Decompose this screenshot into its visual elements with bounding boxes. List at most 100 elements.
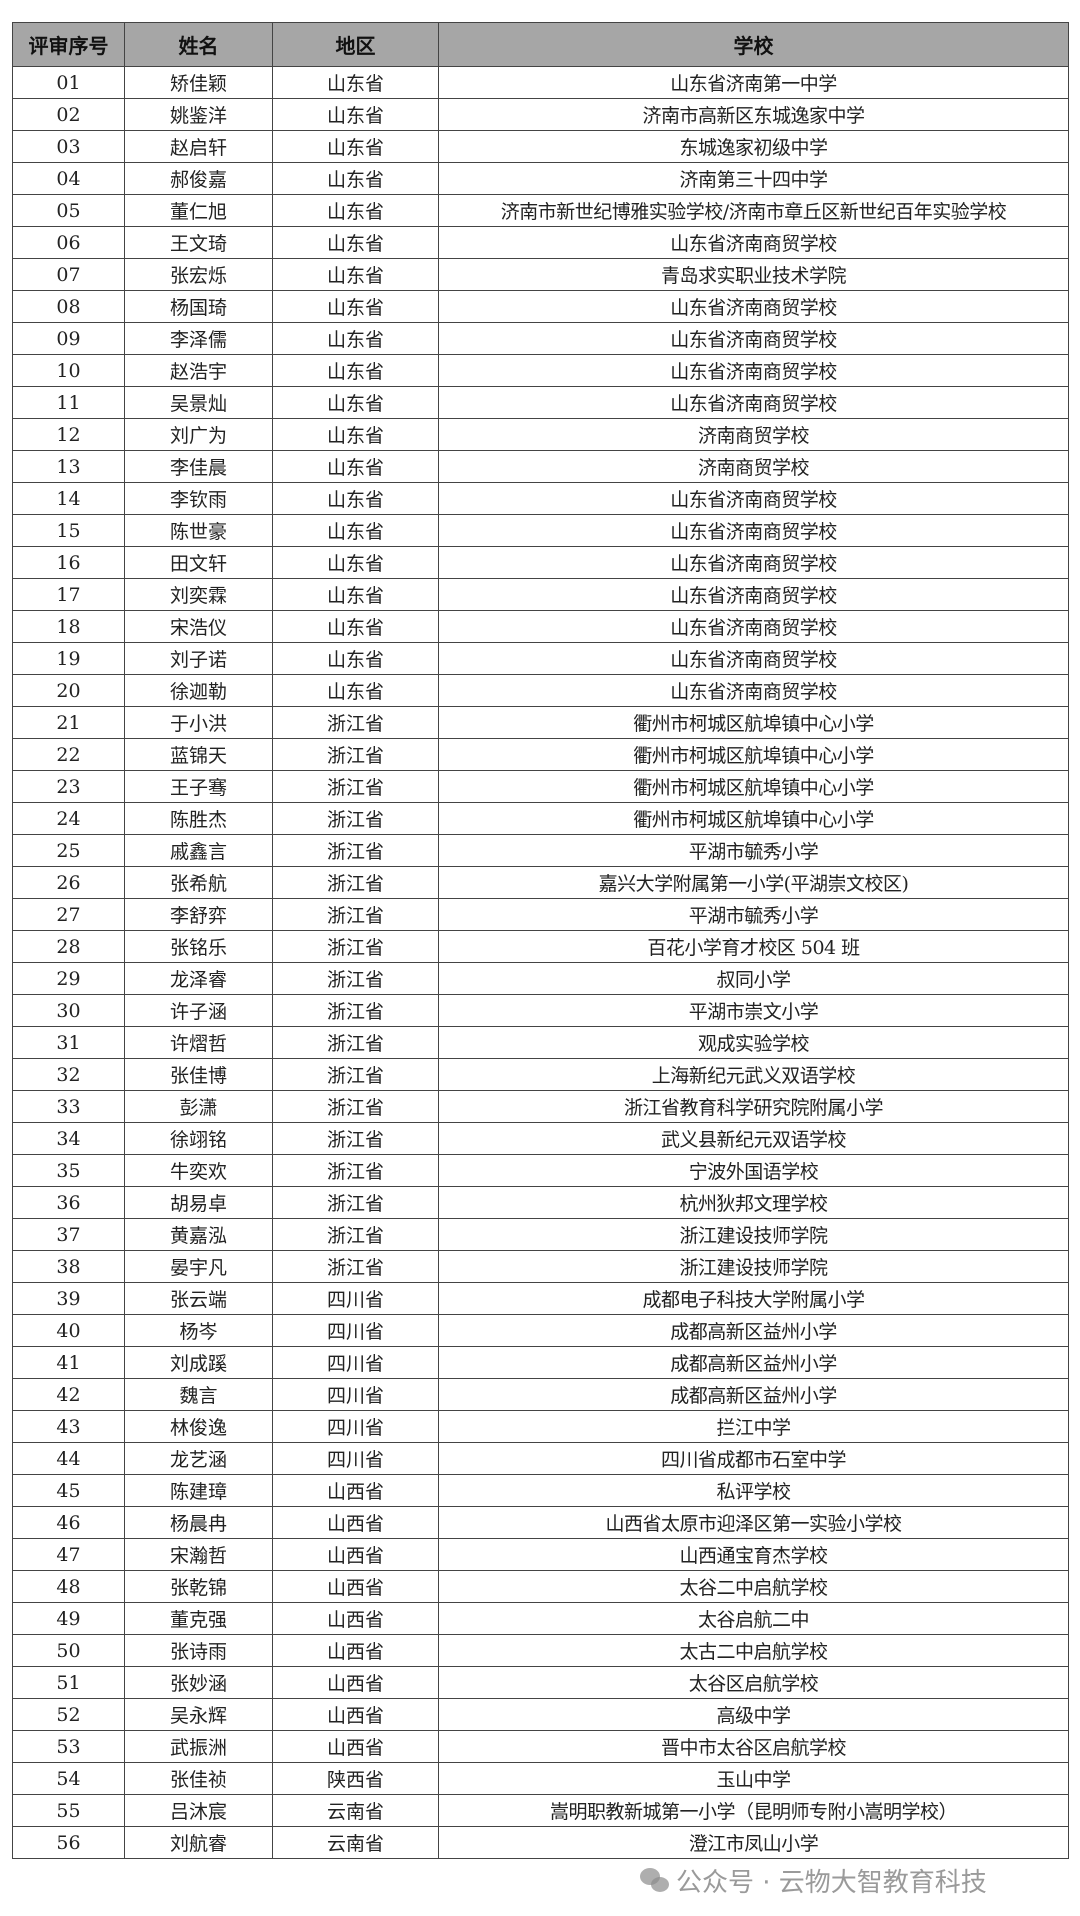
school-cell: 山东省济南商贸学校 [438,322,1069,355]
region-cell: 浙江省 [272,962,439,995]
school-cell: 高级中学 [438,1698,1069,1731]
watermark: 公众号 · 云物大智教育科技 [640,1862,987,1899]
name-cell: 张诗雨 [124,1634,273,1667]
review-number-cell: 33 [12,1090,125,1123]
name-cell: 姚鉴洋 [124,98,273,131]
review-number-cell: 35 [12,1154,125,1187]
school-cell: 山东省济南商贸学校 [438,290,1069,323]
name-cell: 龙泽睿 [124,962,273,995]
review-number-cell: 28 [12,930,125,963]
name-cell: 矫佳颖 [124,66,273,99]
table-row: 07 张宏烁 山东省 青岛求实职业技术学院 [12,258,1069,291]
review-number-cell: 22 [12,738,125,771]
region-cell: 浙江省 [272,898,439,931]
review-number-cell: 02 [12,98,125,131]
name-cell: 李佳晨 [124,450,273,483]
review-number-cell: 51 [12,1666,125,1699]
school-cell: 成都高新区益州小学 [438,1314,1069,1347]
name-cell: 魏言 [124,1378,273,1411]
school-cell: 山东省济南商贸学校 [438,226,1069,259]
header-review-number: 评审序号 [12,22,125,67]
review-number-cell: 13 [12,450,125,483]
school-cell: 衢州市柯城区航埠镇中心小学 [438,802,1069,835]
header-name: 姓名 [124,22,273,67]
name-cell: 赵浩宇 [124,354,273,387]
school-cell: 四川省成都市石室中学 [438,1442,1069,1475]
table-row: 46 杨晨冉 山西省 山西省太原市迎泽区第一实验小学校 [12,1506,1069,1539]
table-row: 55 吕沐宸 云南省 嵩明职教新城第一小学（昆明师专附小嵩明学校） [12,1794,1069,1827]
name-cell: 龙艺涵 [124,1442,273,1475]
region-cell: 山西省 [272,1538,439,1571]
region-cell: 山东省 [272,98,439,131]
name-cell: 刘子诺 [124,642,273,675]
school-cell: 私评学校 [438,1474,1069,1507]
region-cell: 浙江省 [272,1090,439,1123]
table-row: 01 矫佳颖 山东省 山东省济南第一中学 [12,66,1069,99]
name-cell: 杨晨冉 [124,1506,273,1539]
name-cell: 牛奕欢 [124,1154,273,1187]
region-cell: 山东省 [272,162,439,195]
name-cell: 吕沐宸 [124,1794,273,1827]
review-number-cell: 41 [12,1346,125,1379]
region-cell: 山东省 [272,194,439,227]
school-cell: 百花小学育才校区 504 班 [438,930,1069,963]
name-cell: 蓝锦天 [124,738,273,771]
review-number-cell: 39 [12,1282,125,1315]
review-number-cell: 05 [12,194,125,227]
review-number-cell: 23 [12,770,125,803]
region-cell: 山西省 [272,1730,439,1763]
name-cell: 刘航睿 [124,1826,273,1859]
school-cell: 观成实验学校 [438,1026,1069,1059]
review-number-cell: 36 [12,1186,125,1219]
name-cell: 李泽儒 [124,322,273,355]
region-cell: 四川省 [272,1442,439,1475]
school-cell: 山西通宝育杰学校 [438,1538,1069,1571]
name-cell: 刘成蹊 [124,1346,273,1379]
review-number-cell: 04 [12,162,125,195]
table-row: 47 宋瀚哲 山西省 山西通宝育杰学校 [12,1538,1069,1571]
review-number-cell: 55 [12,1794,125,1827]
review-number-cell: 46 [12,1506,125,1539]
name-cell: 刘奕霖 [124,578,273,611]
table-row: 35 牛奕欢 浙江省 宁波外国语学校 [12,1154,1069,1187]
region-cell: 山东省 [272,258,439,291]
school-cell: 衢州市柯城区航埠镇中心小学 [438,738,1069,771]
name-cell: 吴永辉 [124,1698,273,1731]
name-cell: 胡易卓 [124,1186,273,1219]
school-cell: 济南市高新区东城逸家中学 [438,98,1069,131]
review-number-cell: 53 [12,1730,125,1763]
review-number-cell: 52 [12,1698,125,1731]
table-body: 01 矫佳颖 山东省 山东省济南第一中学 02 姚鉴洋 山东省 济南市高新区东城逸家中学 03 赵… [12,66,1069,1859]
region-cell: 云南省 [272,1794,439,1827]
region-cell: 山东省 [272,418,439,451]
school-cell: 嵩明职教新城第一小学（昆明师专附小嵩明学校） [438,1794,1069,1827]
header-school: 学校 [438,22,1069,67]
region-cell: 山东省 [272,450,439,483]
school-cell: 澄江市凤山小学 [438,1826,1069,1859]
school-cell: 东城逸家初级中学 [438,130,1069,163]
table-row: 18 宋浩仪 山东省 山东省济南商贸学校 [12,610,1069,643]
school-cell: 太谷二中启航学校 [438,1570,1069,1603]
table-row: 34 徐翊铭 浙江省 武义县新纪元双语学校 [12,1122,1069,1155]
school-cell: 济南商贸学校 [438,418,1069,451]
table-row: 41 刘成蹊 四川省 成都高新区益州小学 [12,1346,1069,1379]
table-row: 40 杨岑 四川省 成都高新区益州小学 [12,1314,1069,1347]
review-number-cell: 48 [12,1570,125,1603]
table-row: 50 张诗雨 山西省 太古二中启航学校 [12,1634,1069,1667]
region-cell: 山东省 [272,610,439,643]
region-cell: 浙江省 [272,1154,439,1187]
school-cell: 浙江建设技师学院 [438,1250,1069,1283]
table-row: 44 龙艺涵 四川省 四川省成都市石室中学 [12,1442,1069,1475]
review-number-cell: 45 [12,1474,125,1507]
watermark-text: 公众号 · 云物大智教育科技 [676,1868,987,1898]
school-cell: 嘉兴大学附属第一小学(平湖崇文校区) [438,866,1069,899]
school-cell: 山西省太原市迎泽区第一实验小学校 [438,1506,1069,1539]
name-cell: 徐翊铭 [124,1122,273,1155]
review-number-cell: 03 [12,130,125,163]
name-cell: 李舒弈 [124,898,273,931]
review-number-cell: 37 [12,1218,125,1251]
table-row: 43 林俊逸 四川省 拦江中学 [12,1410,1069,1443]
review-number-cell: 17 [12,578,125,611]
region-cell: 浙江省 [272,834,439,867]
table-row: 45 陈建璋 山西省 私评学校 [12,1474,1069,1507]
